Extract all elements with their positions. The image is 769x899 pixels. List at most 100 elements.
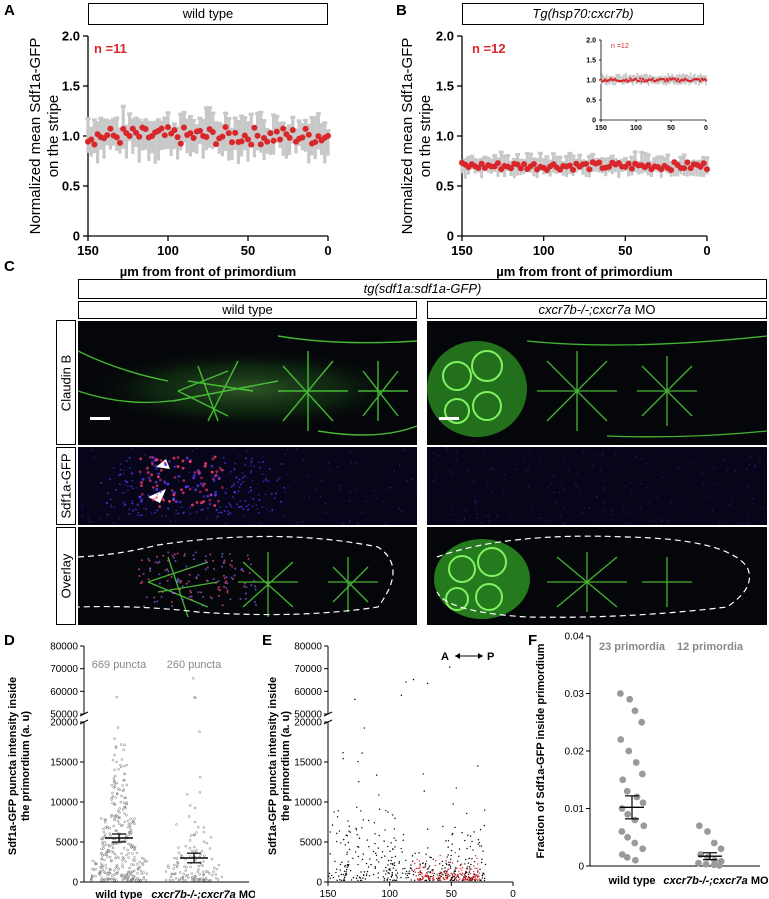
puncta-point [118, 816, 122, 819]
background-puncta [548, 519, 551, 522]
wt-puncta-point [377, 847, 380, 849]
puncta [138, 470, 142, 474]
wt-puncta-point [479, 845, 481, 847]
wt-puncta-point [476, 871, 479, 873]
puncta [214, 473, 218, 477]
puncta [183, 511, 186, 514]
overlay-puncta [185, 565, 188, 568]
y-tick-label: 15000 [50, 758, 78, 769]
wt-puncta-point [345, 868, 348, 871]
puncta-point [186, 876, 190, 879]
background-puncta [484, 515, 486, 517]
puncta-point [203, 854, 206, 857]
puncta [189, 506, 192, 509]
overlay-puncta [187, 580, 190, 583]
overlay-puncta [190, 595, 193, 598]
puncta-point [201, 879, 205, 882]
puncta-point [110, 783, 114, 787]
mo-puncta-point [422, 877, 425, 879]
background-puncta [123, 480, 126, 482]
overlay-puncta [192, 558, 195, 561]
puncta [261, 505, 264, 508]
wt-puncta-point [333, 811, 335, 813]
primordium-point [717, 845, 725, 853]
wt-puncta-point [452, 879, 454, 882]
background-puncta [154, 488, 157, 491]
puncta [232, 484, 235, 487]
data-point [190, 134, 197, 141]
puncta-point [214, 873, 218, 876]
scale-bar-wt [90, 417, 110, 420]
wt-puncta-point [336, 879, 338, 882]
mo-puncta-point [431, 876, 433, 878]
overlay-puncta [206, 566, 209, 569]
data-point [494, 160, 501, 167]
wt-puncta-point [471, 858, 473, 860]
wt-puncta-point [442, 864, 444, 867]
puncta [178, 500, 182, 504]
wt-puncta-point [339, 869, 341, 871]
mo-puncta-point [454, 874, 457, 876]
puncta-point [116, 865, 119, 869]
wt-puncta-point [480, 861, 483, 864]
background-puncta [248, 507, 250, 510]
wt-puncta-point [467, 834, 469, 836]
wt-puncta-point [392, 867, 395, 869]
wt-puncta-point [475, 875, 477, 877]
mo-puncta-point [457, 875, 460, 878]
overlay-puncta [225, 586, 228, 589]
wt-puncta-point [336, 832, 338, 835]
puncta-point [120, 873, 123, 876]
puncta-point [130, 863, 133, 866]
background-puncta [113, 521, 115, 524]
puncta-point [208, 879, 211, 882]
wt-puncta-point [393, 864, 396, 867]
background-puncta [387, 487, 390, 489]
data-point [225, 130, 232, 137]
background-puncta [639, 483, 642, 485]
background-puncta [156, 493, 159, 496]
wt-puncta-point [374, 852, 377, 854]
background-puncta [625, 485, 628, 487]
background-puncta [631, 488, 633, 491]
background-puncta [324, 502, 327, 504]
background-puncta [296, 448, 298, 450]
puncta-point [103, 871, 107, 875]
y-tick-label: 0 [447, 229, 454, 244]
mo-puncta-point [478, 878, 480, 880]
data-point [629, 77, 632, 80]
wt-puncta-point [387, 811, 389, 813]
background-puncta [249, 524, 252, 525]
puncta-point [202, 873, 206, 876]
wt-puncta-point [427, 867, 430, 869]
puncta [159, 469, 163, 472]
background-puncta [496, 515, 498, 518]
puncta-point [130, 843, 134, 847]
background-puncta [575, 496, 577, 499]
background-puncta [596, 454, 599, 457]
puncta [249, 486, 252, 489]
puncta-point [114, 872, 118, 875]
puncta-point [177, 851, 181, 855]
background-puncta [398, 507, 401, 510]
wt-puncta-point [347, 820, 349, 822]
puncta-point [129, 817, 132, 820]
data-point [245, 136, 251, 143]
background-puncta [119, 484, 122, 486]
background-puncta [601, 454, 603, 457]
data-point [257, 141, 264, 148]
wt-puncta-point [412, 860, 414, 863]
puncta-point [108, 826, 111, 830]
background-puncta [250, 465, 252, 467]
background-puncta [514, 468, 517, 471]
puncta-point [175, 823, 178, 826]
puncta [228, 502, 231, 505]
background-puncta [549, 482, 552, 485]
puncta [248, 503, 250, 506]
data-point [604, 78, 607, 81]
puncta-point [115, 863, 119, 867]
background-puncta [581, 511, 583, 514]
wt-puncta-point [357, 760, 359, 763]
puncta-point [93, 861, 97, 864]
